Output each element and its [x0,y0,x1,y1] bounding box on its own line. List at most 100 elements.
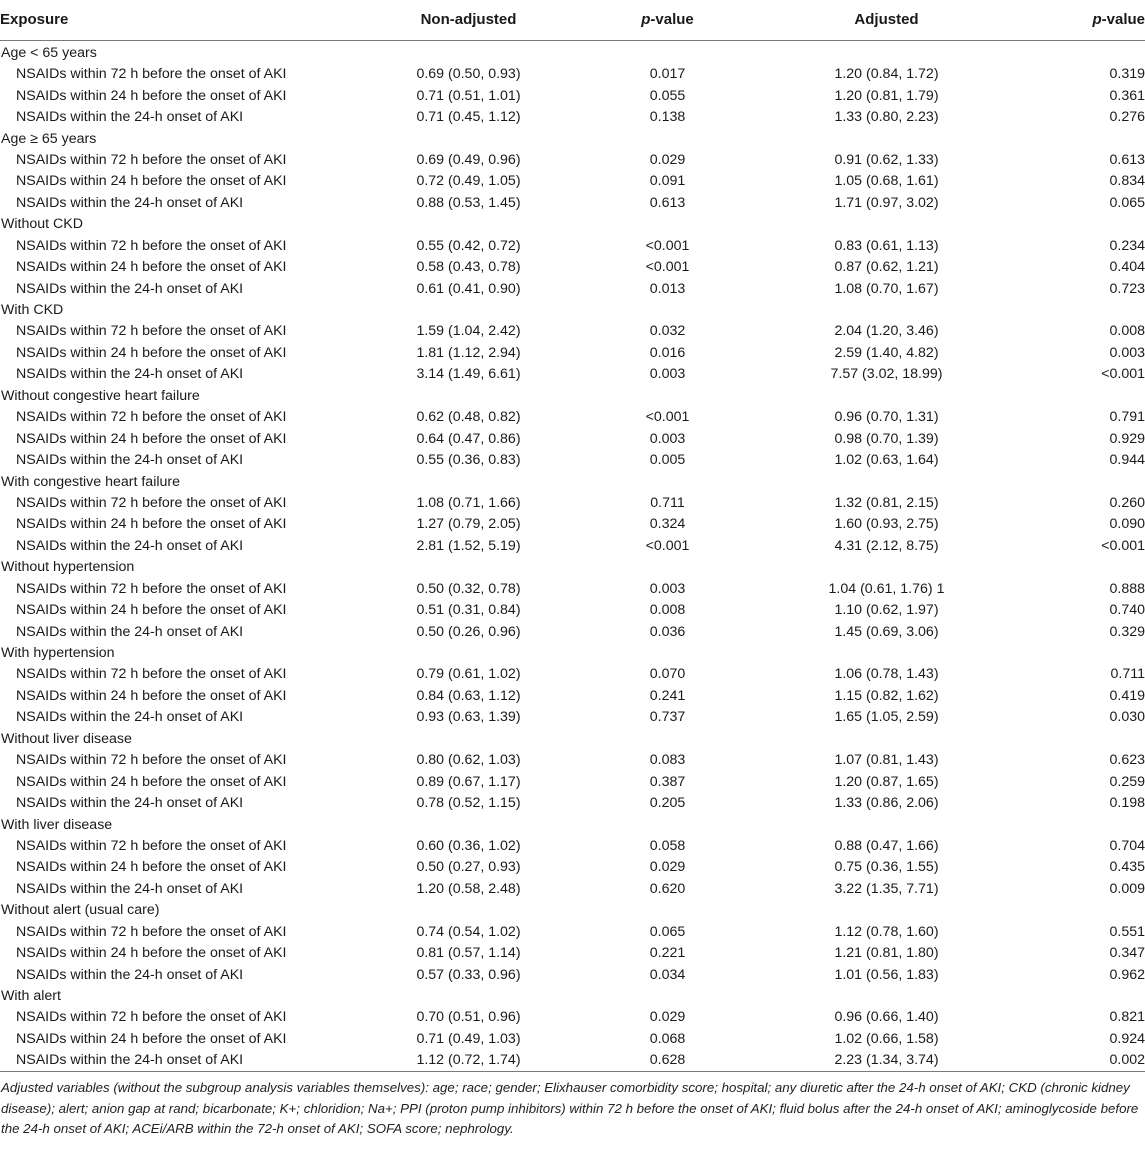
adjusted-cell: 1.20 (0.84, 1.72) [834,66,939,83]
table-row: NSAIDs within the 24-h onset of AKI 3.14 … [0,364,1145,385]
exposure-cell: NSAIDs within 24 h before the onset of A… [16,87,287,104]
p-value-non-adjusted-cell: 0.032 [649,323,686,340]
non-adjusted-cell: 0.50 (0.27, 0.93) [416,859,521,876]
p-value-adjusted-cell: 0.613 [1109,151,1145,168]
header-row: Exposure Non-adjusted p-value Adjusted p… [0,0,1145,41]
p-value-adjusted-cell: 0.065 [1109,194,1145,211]
p-value-non-adjusted-cell: 0.003 [649,366,686,383]
p-value-non-adjusted-cell: 0.068 [649,1030,686,1047]
p-value-non-adjusted-cell: 0.711 [650,494,685,511]
adjusted-cell: 0.88 (0.47, 1.66) [834,837,939,854]
p-value-adjusted-cell: 0.347 [1109,945,1145,962]
adjusted-cell: 0.96 (0.70, 1.31) [834,409,939,426]
adjusted-cell: 1.06 (0.78, 1.43) [834,666,939,683]
non-adjusted-cell: 0.79 (0.61, 1.02) [416,666,521,683]
p-value-non-adjusted-cell: <0.001 [645,259,690,276]
subgroup-row: With CKD [0,300,1145,321]
p-value-non-adjusted-cell: 0.138 [649,109,686,126]
p-value-non-adjusted-cell: 0.737 [649,709,686,726]
p-value-non-adjusted-cell: 0.058 [649,837,686,854]
p-value-non-adjusted-cell: 0.008 [649,602,686,619]
exposure-cell: NSAIDs within 24 h before the onset of A… [16,344,287,361]
non-adjusted-cell: 0.71 (0.45, 1.12) [416,109,521,126]
p-value-adjusted-cell: 0.404 [1109,259,1145,276]
p-value-non-adjusted-cell: 0.029 [649,859,686,876]
table-row: NSAIDs within 24 h before the onset of A… [0,600,1145,621]
adjusted-cell: 1.45 (0.69, 3.06) [834,623,939,640]
exposure-cell: NSAIDs within 24 h before the onset of A… [16,173,287,190]
p-value-adjusted-cell: 0.821 [1109,1009,1145,1026]
table-row: NSAIDs within 72 h before the onset of A… [0,664,1145,685]
exposure-cell: NSAIDs within 72 h before the onset of A… [16,66,287,83]
adjusted-cell: 1.60 (0.93, 2.75) [834,516,939,533]
non-adjusted-cell: 0.50 (0.32, 0.78) [416,580,521,597]
exposure-cell: NSAIDs within 72 h before the onset of A… [16,323,287,340]
exposure-cell: NSAIDs within 72 h before the onset of A… [16,752,287,769]
subgroup-row: Age ≥ 65 years [0,128,1145,149]
non-adjusted-cell: 3.14 (1.49, 6.61) [416,366,521,383]
exposure-cell: NSAIDs within 24 h before the onset of A… [16,516,287,533]
table-row: NSAIDs within 24 h before the onset of A… [0,257,1145,278]
non-adjusted-cell: 0.69 (0.50, 0.93) [416,66,521,83]
p-value-non-adjusted-cell: <0.001 [645,237,690,254]
subgroup-label: Without CKD [1,216,83,233]
exposure-cell: NSAIDs within 24 h before the onset of A… [16,1030,287,1047]
table-row: NSAIDs within 72 h before the onset of A… [0,750,1145,771]
p-value-adjusted-cell: <0.001 [1101,366,1145,383]
subgroup-row: With congestive heart failure [0,471,1145,492]
exposure-cell: NSAIDs within 72 h before the onset of A… [16,409,287,426]
p-value-adjusted-cell: 0.419 [1109,687,1145,704]
exposure-cell: NSAIDs within 24 h before the onset of A… [16,259,287,276]
p-value-non-adjusted-cell: 0.221 [649,945,686,962]
p-value-adjusted-cell: 0.551 [1109,923,1145,940]
adjusted-cell: 1.04 (0.61, 1.76) 1 [828,580,945,597]
exposure-cell: NSAIDs within the 24-h onset of AKI [16,366,244,383]
adjusted-cell: 1.12 (0.78, 1.60) [834,923,939,940]
adjusted-cell: 1.20 (0.81, 1.79) [834,87,939,104]
p-value-adjusted-cell: 0.711 [1110,666,1145,683]
adjusted-cell: 2.04 (1.20, 3.46) [834,323,939,340]
p-value-non-adjusted-cell: 0.003 [649,580,686,597]
non-adjusted-cell: 0.74 (0.54, 1.02) [416,923,521,940]
p-value-non-adjusted-cell: 0.091 [649,173,686,190]
header-adjusted: Adjusted [768,0,1005,41]
subgroup-label: Age < 65 years [1,45,97,61]
exposure-cell: NSAIDs within the 24-h onset of AKI [16,1052,244,1069]
table-row: NSAIDs within 24 h before the onset of A… [0,171,1145,192]
table-row: NSAIDs within 24 h before the onset of A… [0,343,1145,364]
p-value-non-adjusted-cell: <0.001 [645,537,690,554]
table-row: NSAIDs within 24 h before the onset of A… [0,514,1145,535]
table-row: NSAIDs within 24 h before the onset of A… [0,943,1145,964]
p-value-non-adjusted-cell: 0.034 [649,966,686,983]
table-row: NSAIDs within 72 h before the onset of A… [0,922,1145,943]
subgroup-row: Without liver disease [0,729,1145,750]
exposure-cell: NSAIDs within the 24-h onset of AKI [16,280,244,297]
p-value-adjusted-cell: 0.198 [1109,795,1145,812]
p-value-non-adjusted-cell: 0.017 [649,66,686,83]
p-value-non-adjusted-cell: 0.055 [649,87,686,104]
exposure-cell: NSAIDs within 24 h before the onset of A… [16,945,287,962]
non-adjusted-cell: 0.78 (0.52, 1.15) [416,795,521,812]
adjusted-cell: 1.05 (0.68, 1.61) [834,173,939,190]
non-adjusted-cell: 1.81 (1.12, 2.94) [416,344,521,361]
adjusted-cell: 2.23 (1.34, 3.74) [834,1052,939,1069]
non-adjusted-cell: 1.59 (1.04, 2.42) [416,323,521,340]
p-value-adjusted-cell: 0.929 [1109,430,1145,447]
table-row: NSAIDs within 72 h before the onset of A… [0,407,1145,428]
adjusted-cell: 1.32 (0.81, 2.15) [834,494,939,511]
exposure-cell: NSAIDs within 72 h before the onset of A… [16,837,287,854]
adjusted-cell: 1.33 (0.86, 2.06) [834,795,939,812]
adjusted-cell: 2.59 (1.40, 4.82) [834,344,939,361]
table-row: NSAIDs within 72 h before the onset of A… [0,236,1145,257]
p-value-adjusted-cell: 0.003 [1109,344,1145,361]
table-row: NSAIDs within the 24-h onset of AKI 0.61 … [0,278,1145,299]
header-p-value-1: p-value [567,0,768,41]
non-adjusted-cell: 0.58 (0.43, 0.78) [416,259,521,276]
p-value-non-adjusted-cell: 0.005 [649,452,686,469]
table-row: NSAIDs within the 24-h onset of AKI 0.78 … [0,793,1145,814]
p-value-adjusted-cell: 0.834 [1109,173,1145,190]
p-value-adjusted-cell: 0.260 [1109,494,1145,511]
p-value-non-adjusted-cell: 0.036 [649,623,686,640]
p-value-adjusted-cell: 0.234 [1109,237,1145,254]
